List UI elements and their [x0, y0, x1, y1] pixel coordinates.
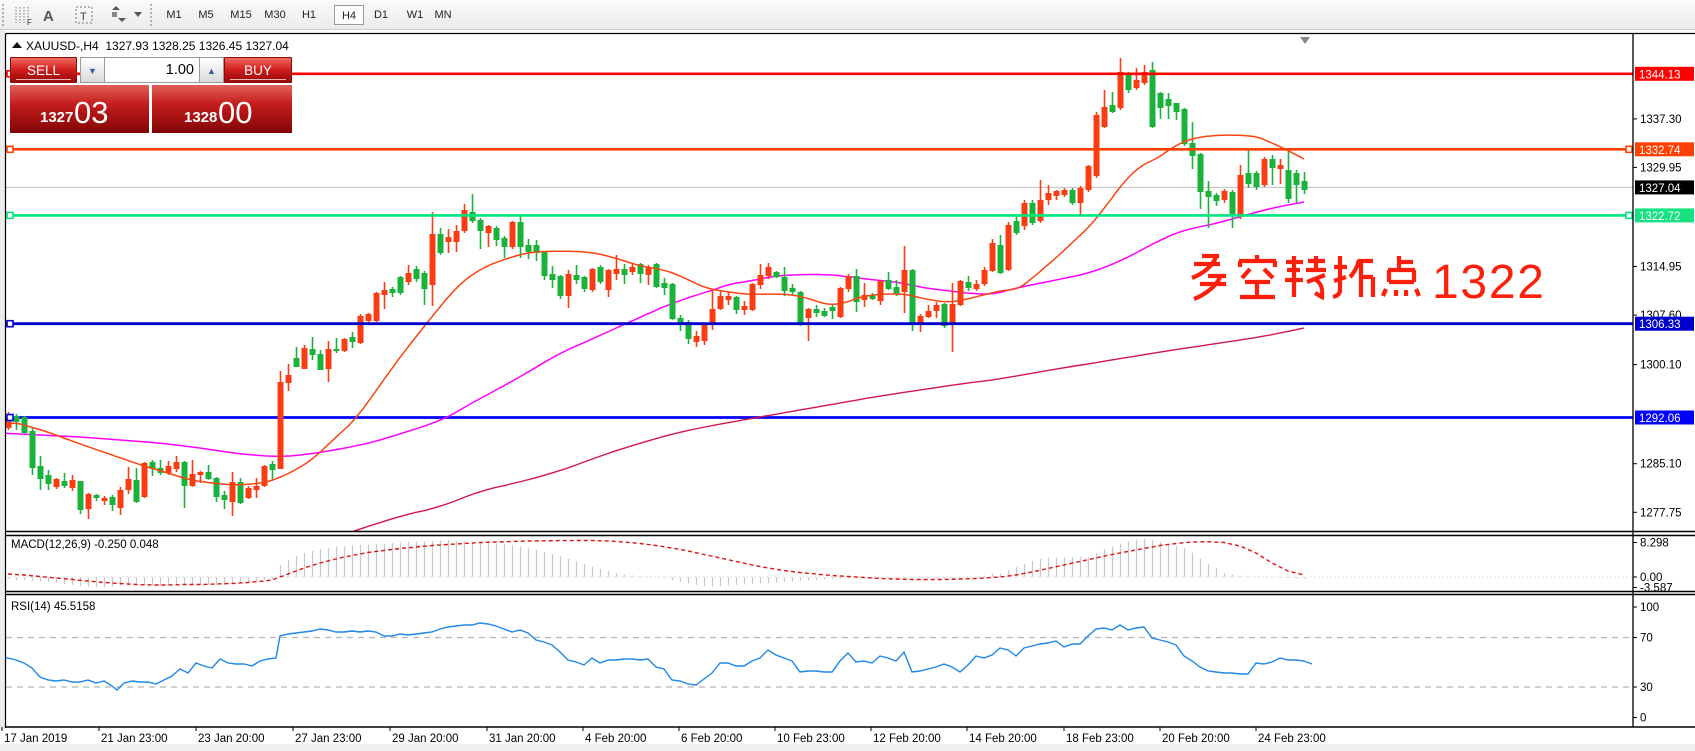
- svg-text:1322: 1322: [1432, 256, 1544, 309]
- svg-text:24 Feb 23:00: 24 Feb 23:00: [1258, 733, 1326, 745]
- svg-text:1306.33: 1306.33: [1639, 319, 1681, 331]
- svg-text:4 Feb 20:00: 4 Feb 20:00: [585, 733, 646, 745]
- svg-text:70: 70: [1640, 633, 1653, 645]
- svg-text:MACD(12,26,9) -0.250 0.048: MACD(12,26,9) -0.250 0.048: [11, 539, 159, 551]
- svg-text:1314.95: 1314.95: [1640, 262, 1682, 274]
- svg-text:1337.30: 1337.30: [1640, 114, 1682, 126]
- svg-text:14 Feb 20:00: 14 Feb 20:00: [969, 733, 1037, 745]
- svg-text:1300.10: 1300.10: [1640, 360, 1682, 372]
- svg-text:1327.04: 1327.04: [1639, 183, 1681, 195]
- svg-text:6 Feb 20:00: 6 Feb 20:00: [681, 733, 742, 745]
- svg-text:-3.587: -3.587: [1640, 583, 1673, 595]
- svg-text:1329.95: 1329.95: [1640, 162, 1682, 174]
- svg-text:8.298: 8.298: [1640, 538, 1669, 550]
- svg-text:21 Jan 23:00: 21 Jan 23:00: [101, 733, 168, 745]
- svg-text:29 Jan 20:00: 29 Jan 20:00: [392, 733, 459, 745]
- svg-text:0: 0: [1640, 713, 1646, 725]
- svg-text:1285.10: 1285.10: [1640, 459, 1682, 471]
- svg-text:1332.74: 1332.74: [1639, 145, 1681, 157]
- svg-text:30: 30: [1640, 682, 1653, 694]
- svg-text:1277.75: 1277.75: [1640, 507, 1682, 519]
- svg-text:100: 100: [1640, 602, 1659, 614]
- svg-text:1292.06: 1292.06: [1639, 413, 1681, 425]
- svg-text:23 Jan 20:00: 23 Jan 20:00: [198, 733, 265, 745]
- svg-text:1322.72: 1322.72: [1639, 211, 1681, 223]
- svg-text:10 Feb 23:00: 10 Feb 23:00: [777, 733, 845, 745]
- svg-text:F: F: [27, 18, 32, 27]
- svg-text:RSI(14) 45.5158: RSI(14) 45.5158: [11, 601, 95, 613]
- svg-text:27 Jan 23:00: 27 Jan 23:00: [295, 733, 362, 745]
- svg-text:0.00: 0.00: [1640, 572, 1662, 584]
- svg-text:31 Jan 20:00: 31 Jan 20:00: [489, 733, 556, 745]
- svg-text:20 Feb 20:00: 20 Feb 20:00: [1162, 733, 1230, 745]
- svg-text:A: A: [43, 8, 54, 25]
- svg-text:12 Feb 20:00: 12 Feb 20:00: [873, 733, 941, 745]
- svg-text:17 Jan 2019: 17 Jan 2019: [4, 733, 67, 745]
- svg-text:XAUUSD-,H4 1327.93 1328.25 13: XAUUSD-,H4 1327.93 1328.25 1326.45 1327.…: [26, 39, 289, 53]
- svg-text:1344.13: 1344.13: [1639, 69, 1681, 81]
- svg-text:18 Feb 23:00: 18 Feb 23:00: [1066, 733, 1134, 745]
- svg-text:T: T: [80, 11, 87, 23]
